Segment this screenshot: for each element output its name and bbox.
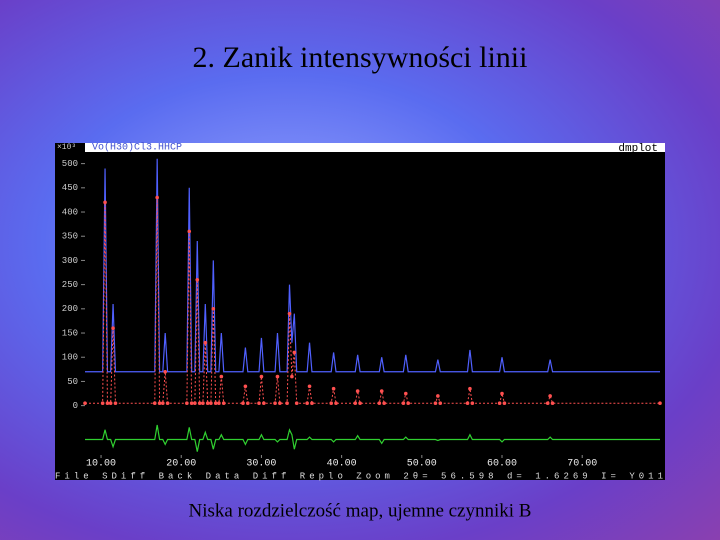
data-point	[193, 401, 197, 406]
data-point	[201, 401, 205, 406]
data-point	[500, 391, 504, 396]
status-bar: File SDiff Back Data Diff Replo Zoom 2θ=…	[55, 471, 663, 481]
plot-title: Vo(H30)Cl3.HHCP	[92, 142, 182, 154]
data-point	[355, 389, 360, 393]
series-line	[85, 158, 660, 373]
data-point	[658, 401, 662, 406]
data-point	[275, 374, 280, 379]
x-tick-label: 60.00	[487, 459, 517, 470]
x-tick-label: 30.00	[246, 459, 276, 470]
y-tick-label: 200	[62, 304, 78, 314]
x-tick-label: 20.00	[166, 459, 196, 470]
x-tick-label: 10.00	[86, 459, 116, 470]
data-point	[163, 369, 167, 374]
series-line	[85, 424, 660, 452]
data-point	[379, 389, 384, 393]
data-point	[548, 394, 552, 398]
x-tick-label: 70.00	[567, 459, 597, 470]
data-point	[545, 401, 550, 406]
data-point	[292, 350, 297, 355]
data-point	[287, 311, 292, 316]
slide-title: 2. Zanik intensywności linii	[193, 41, 528, 74]
y-tick-label: 500	[62, 159, 78, 169]
y-tick-label: 250	[62, 280, 78, 290]
plot-background	[55, 143, 665, 480]
y-tick-label: 50	[67, 377, 78, 387]
data-point	[103, 200, 107, 205]
data-point	[213, 401, 218, 406]
y-tick-label: 150	[62, 328, 78, 338]
data-point	[205, 401, 210, 406]
y-unit: ×10³	[57, 143, 76, 152]
data-point	[468, 386, 472, 391]
y-tick-label: 350	[62, 232, 78, 242]
data-point	[377, 401, 382, 406]
data-point	[217, 401, 221, 406]
y-tick-label: 0	[73, 401, 78, 411]
header-bar	[85, 143, 665, 152]
data-point	[278, 401, 282, 406]
data-point	[290, 374, 294, 379]
data-point	[108, 401, 113, 406]
data-point	[160, 401, 165, 406]
data-point	[209, 401, 213, 406]
y-tick-label: 450	[62, 183, 78, 193]
data-point	[550, 401, 555, 406]
data-point	[406, 401, 410, 406]
y-tick-label: 300	[62, 256, 78, 266]
data-point	[105, 401, 110, 406]
data-point	[334, 401, 338, 406]
data-point	[465, 401, 470, 406]
x-tick-label: 50.00	[407, 459, 437, 470]
data-point	[203, 340, 208, 345]
data-point	[197, 401, 202, 406]
series-line	[85, 197, 660, 404]
program-name: dmplot	[618, 143, 658, 155]
data-point	[221, 401, 226, 406]
data-point	[310, 401, 314, 406]
data-point	[262, 401, 266, 406]
data-point	[195, 277, 200, 282]
data-point	[157, 401, 162, 406]
y-tick-label: 100	[62, 353, 78, 363]
data-point	[382, 401, 386, 406]
data-point	[241, 401, 245, 406]
data-point	[353, 401, 358, 406]
y-tick-label: 400	[62, 207, 78, 217]
data-point	[401, 401, 406, 406]
data-point	[358, 401, 362, 406]
data-point	[259, 374, 264, 379]
x-tick-label: 40.00	[327, 459, 357, 470]
caption: Niska rozdzielczość map, ujemne czynniki…	[189, 500, 532, 521]
